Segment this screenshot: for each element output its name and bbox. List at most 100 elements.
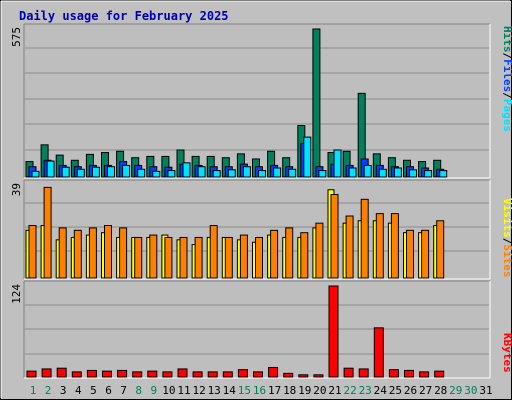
day-label-26: 26 [404,384,417,397]
sites-bar-day-12 [194,236,203,279]
pages-bar-day-15 [242,166,251,178]
pages-bar-day-6 [107,166,115,178]
legend-bottom-item-0: KBytes [501,333,512,373]
kbytes-bar-day-18 [283,372,294,378]
day-label-18: 18 [283,384,296,397]
kbytes-bar-day-1 [26,370,37,378]
kbytes-bar-day-28 [434,370,445,378]
kbytes-bar-day-13 [207,371,218,378]
day-label-23: 23 [359,384,372,397]
legend-top-item-2: Files [501,59,512,92]
kbytes-bar-day-27 [419,371,430,378]
day-label-24: 24 [374,384,388,397]
sites-bar-day-1 [28,225,37,279]
sites-bar-day-27 [421,229,430,279]
day-label-1: 1 [30,384,37,397]
day-label-29: 29 [449,384,462,397]
day-label-9: 9 [150,384,157,397]
day-label-8: 8 [135,384,142,397]
y-max-label-2: 124 [10,284,23,304]
day-label-19: 19 [298,384,311,397]
day-label-3: 3 [60,384,67,397]
sites-bar-day-13 [209,225,218,279]
kbytes-bar-day-12 [192,371,203,378]
day-label-15: 15 [238,384,251,397]
sites-bar-day-24 [375,213,384,279]
sites-bar-day-26 [406,229,414,279]
kbytes-bar-day-6 [102,370,112,378]
pages-bar-day-17 [273,167,282,178]
legend-mid-item-1: / [501,238,512,245]
pages-bar-day-13 [212,170,221,178]
kbytes-bar-day-10 [162,371,173,378]
legend-top-item-1: / [501,53,512,60]
sites-bar-day-17 [270,229,279,279]
kbytes-bar-day-11 [177,368,188,378]
sites-bar-day-10 [164,236,173,279]
kbytes-bar-day-7 [117,369,128,378]
sites-bar-day-28 [436,220,445,279]
pages-bar-day-9 [152,170,161,178]
pages-bar-day-11 [182,162,191,178]
hits-bar-day-20 [312,28,321,178]
pages-bar-day-8 [137,168,146,178]
pages-bar-day-26 [409,169,417,178]
day-label-30: 30 [464,384,477,397]
legend-top-item-3: / [501,92,512,99]
day-label-27: 27 [419,384,432,397]
sites-bar-day-25 [390,213,399,279]
pages-bar-day-3 [61,166,70,178]
legend-mid: Visits/Sites [501,198,512,278]
sites-bar-day-14 [224,236,233,279]
sites-bar-day-23 [360,198,369,279]
day-label-2: 2 [45,384,52,397]
kbytes-bar-day-2 [41,368,52,378]
sites-bar-day-9 [149,234,158,279]
kbytes-bar-day-24 [373,327,384,378]
day-label-6: 6 [105,384,112,397]
pages-bar-day-7 [122,164,131,178]
pages-bar-day-4 [76,168,85,178]
kbytes-bar-day-4 [71,371,82,378]
pages-bar-day-23 [363,164,372,178]
day-label-22: 22 [343,384,356,397]
sites-bar-day-18 [285,227,294,279]
kbytes-bar-day-9 [147,370,158,378]
kbytes-bar-day-14 [222,371,233,378]
day-label-20: 20 [313,384,326,397]
sites-bar-day-3 [58,227,67,279]
sites-bar-day-15 [239,234,248,279]
pages-bar-day-2 [46,160,55,178]
sites-bar-day-11 [179,236,188,279]
pages-bar-day-14 [227,169,236,178]
day-label-28: 28 [434,384,447,397]
pages-bar-day-5 [91,166,100,178]
kbytes-bar-day-21 [328,285,339,378]
legend-bottom: KBytes [501,333,512,373]
kbytes-bar-day-20 [313,374,324,378]
kbytes-bar-day-26 [404,369,414,378]
legend-mid-item-0: Visits [501,198,512,238]
day-label-4: 4 [75,384,82,397]
sites-bar-day-16 [255,236,263,279]
pages-bar-day-28 [439,170,448,178]
pages-bar-day-18 [288,168,297,178]
day-label-13: 13 [208,384,221,397]
day-label-12: 12 [192,384,205,397]
pages-bar-day-24 [378,168,387,178]
sites-bar-day-20 [315,222,324,279]
sites-bar-day-19 [300,232,309,279]
pages-bar-day-22 [348,167,357,178]
day-label-5: 5 [90,384,97,397]
sites-bar-day-5 [88,227,97,279]
sites-bar-day-6 [104,225,112,279]
sites-bar-day-8 [134,236,143,279]
day-label-7: 7 [120,384,127,397]
legend-mid-item-2: Sites [501,244,512,277]
kbytes-bar-day-16 [253,371,263,378]
day-label-11: 11 [177,384,190,397]
y-max-label-0: 575 [10,27,23,47]
kbytes-bar-day-5 [86,369,97,378]
